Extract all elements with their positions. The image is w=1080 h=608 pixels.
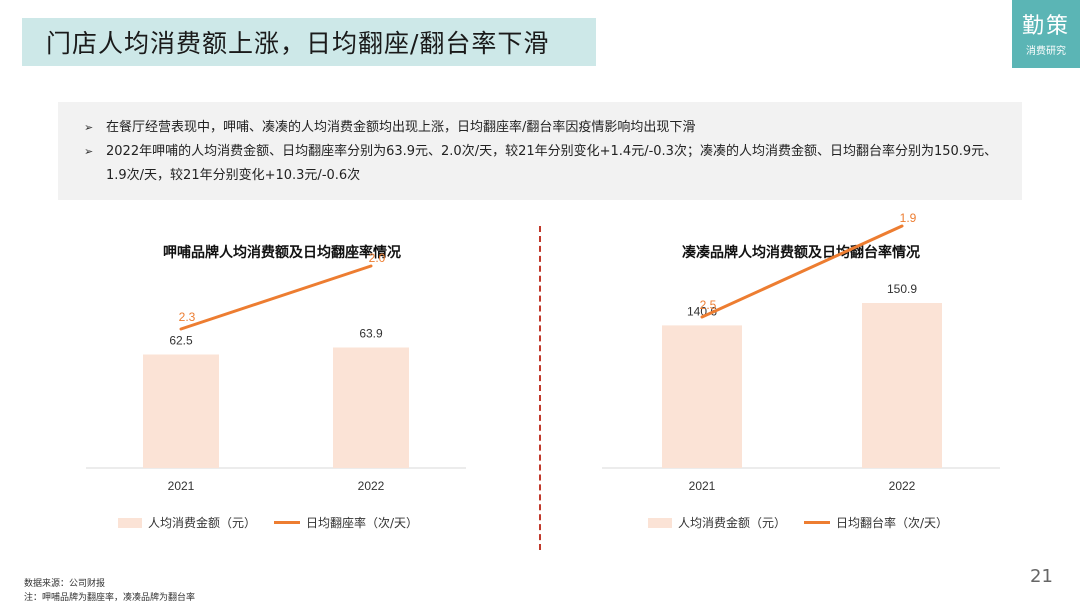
data-source-note: 数据来源：公司财报 (24, 579, 106, 589)
legend-bar-swatch (118, 517, 142, 528)
x-tick-label: 2022 (358, 479, 385, 493)
bullet-arrow-icon: ➢ (84, 121, 94, 134)
bar (143, 354, 219, 468)
legend-line-label: 日均翻台率（次/天） (836, 516, 949, 530)
summary-box: ➢ 在餐厅经营表现中，呷哺、凑凑的人均消费金额均出现上涨，日均翻座率/翻台率因疫… (58, 102, 1022, 200)
line-value-label: 1.9 (900, 211, 917, 225)
series-line (700, 224, 904, 319)
chart-title-right: 凑凑品牌人均消费额及日均翻台率情况 (682, 245, 920, 261)
x-tick-label: 2021 (168, 479, 195, 493)
page-title: 门店人均消费额上涨，日均翻座/翻台率下滑 (46, 29, 550, 58)
x-tick-label: 2021 (689, 479, 716, 493)
chart-title-left: 呷哺品牌人均消费额及日均翻座率情况 (163, 245, 401, 261)
bar (862, 303, 942, 468)
summary-bullet-text: 2022年呷哺的人均消费金额、日均翻座率分别为63.9元、2.0次/天，较21年… (106, 144, 998, 183)
legend-line-label: 日均翻座率（次/天） (306, 516, 419, 530)
page-number: 21 (1030, 566, 1053, 587)
bar (333, 347, 409, 468)
bar-value-label: 62.5 (169, 334, 193, 348)
bar-value-label: 63.9 (359, 327, 383, 341)
legend-right: 人均消费金额（元） 日均翻台率（次/天） (648, 514, 948, 531)
summary-bullet: ➢ 2022年呷哺的人均消费金额、日均翻座率分别为63.9元、2.0次/天，较2… (84, 140, 998, 188)
page-title-box: 门店人均消费额上涨，日均翻座/翻台率下滑 (22, 18, 596, 66)
x-tick-label: 2022 (889, 479, 916, 493)
series-line (179, 264, 373, 331)
legend-bar-label: 人均消费金额（元） (148, 516, 257, 530)
footnote: 注：呷哺品牌为翻座率，凑凑品牌为翻台率 (24, 593, 196, 603)
legend-line-swatch (274, 521, 301, 524)
legend-bar-swatch (648, 517, 672, 528)
legend-bar-label: 人均消费金额（元） (678, 516, 787, 530)
bullet-arrow-icon: ➢ (84, 145, 94, 158)
line-value-label: 2.3 (179, 310, 196, 324)
logo-sub-text: 消费研究 (1026, 46, 1066, 57)
summary-bullet: ➢ 在餐厅经营表现中，呷哺、凑凑的人均消费金额均出现上涨，日均翻座率/翻台率因疫… (84, 116, 998, 140)
summary-bullet-text: 在餐厅经营表现中，呷哺、凑凑的人均消费金额均出现上涨，日均翻座率/翻台率因疫情影… (106, 120, 696, 135)
logo-main-text: 勤策 (1021, 14, 1070, 39)
line-value-label: 2.5 (700, 298, 717, 312)
bar (662, 325, 742, 468)
chart-divider (539, 226, 541, 550)
bar-value-label: 150.9 (887, 282, 917, 296)
brand-logo: 勤策 消费研究 (1012, 0, 1080, 68)
legend-line-swatch (804, 521, 831, 524)
line-value-label: 2.0 (369, 251, 386, 265)
legend-left: 人均消费金额（元） 日均翻座率（次/天） (118, 514, 418, 531)
